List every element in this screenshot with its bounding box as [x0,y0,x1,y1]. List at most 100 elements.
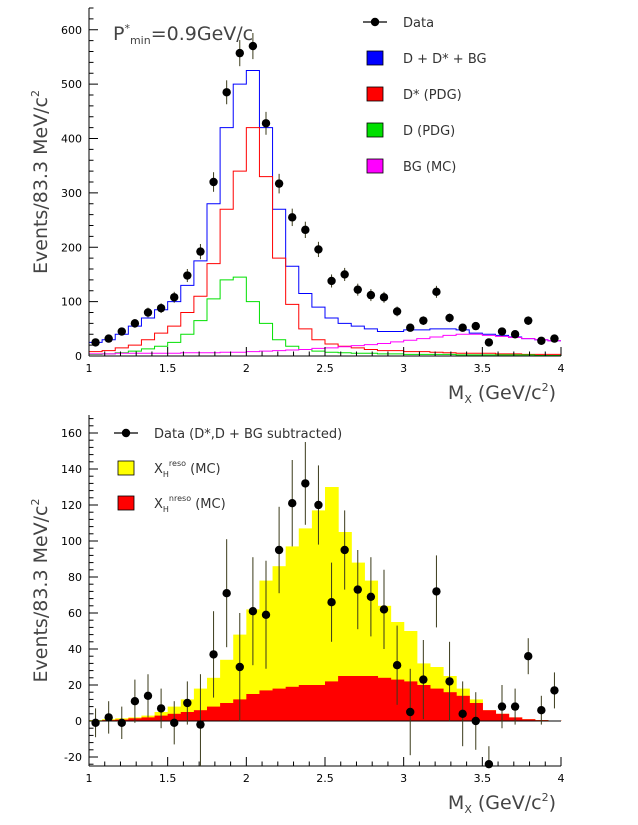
histogram-bin [285,686,300,721]
data-point [288,213,297,222]
data-point [497,327,507,336]
legend-label-main: BG (MC) [403,160,456,175]
data-point [301,479,310,488]
x-axis-label-rest: (GeV/c [472,382,542,404]
data-point [235,48,244,58]
legend-label: D + D* + BG [403,52,487,67]
data-point [196,247,205,256]
y-tick-label: 300 [61,187,82,200]
legend-label-main: Data (D*,D + BG subtracted) [154,427,342,442]
x-tick-label: 1.5 [159,772,177,785]
histogram-line-total [89,70,561,343]
y-axis-label-sup: 2 [29,498,42,505]
panel-top: 1 1.5 2 2.5 3 3.5 4 0 100 200 300 400 500 600 MX (GeV/… [29,7,565,406]
legend-label-sup: reso [169,459,186,468]
legend-marker [121,428,131,438]
legend-label-sub: H [163,470,169,479]
histogram-bin [482,710,497,721]
y-axis-label: Events/83.3 MeV/c2 [29,498,52,682]
legend-label-main: D* (PDG) [403,88,462,103]
data-point [314,245,323,254]
data-point [524,652,533,661]
legend-label: BG (MC) [403,160,456,175]
legend-swatch [117,460,135,476]
x-axis-label-close: ) [549,382,556,404]
x-tick-label: 1 [86,362,93,375]
annotation-sup: * [124,22,130,35]
y-tick-label: 200 [61,241,82,254]
data-point [261,119,271,128]
x-axis-label-sup: 2 [542,381,549,394]
y-tick-label: 500 [61,78,82,91]
data-point [130,697,140,706]
data-point [458,323,467,332]
data-point [471,716,480,726]
x-tick-label: 2 [243,772,250,785]
x-axis-label-sup: 2 [542,791,549,804]
data-point [432,587,441,596]
data-point [91,718,100,727]
data-point [432,287,441,297]
y-tick-label: 0 [75,350,82,363]
y-tick-label: -20 [64,751,82,764]
data-point [419,316,428,325]
histogram-bin [259,690,274,721]
y-axis-label-main: Events/83.3 MeV/c [30,505,52,682]
data-point [248,607,258,616]
x-axis-label-main: M [448,382,464,404]
histogram-line-d [89,276,561,356]
data-point [445,313,454,323]
data-point [484,338,494,347]
panel-bottom: 1 1.5 2 2.5 3 3.5 4 -20 0 20 40 60 80 100 120 140 160 MX … [29,415,565,816]
histogram-bin [285,546,300,721]
data-point [510,702,520,711]
x-axis-label: MX (GeV/c2) [448,381,556,406]
x-axis-label-close: ) [549,792,556,814]
data-point [209,650,218,659]
histogram-bin [351,676,365,721]
data-point [143,691,153,700]
legend-swatch [366,158,384,174]
histogram-bin [364,676,379,721]
data-point [537,336,546,345]
data-point [222,589,231,598]
x-tick-label: 2 [243,362,250,375]
histogram-line-bg [89,333,561,355]
histogram-bin [298,528,313,721]
legend-label-main: X [154,497,163,512]
legend-label: XHnreso (MC) [154,494,226,514]
legend-swatch [366,50,384,66]
data-point [353,285,362,294]
histogram-bin [141,717,156,721]
legend: Data (D*,D + BG subtracted)XHreso (MC)XH… [114,427,342,514]
data-point [340,545,349,555]
data-point [156,303,166,313]
legend-label-after: (MC) [186,462,221,477]
data-point [550,334,559,343]
y-tick-label: 20 [68,679,82,692]
y-tick-label: 60 [68,607,82,620]
histogram-bin [325,681,339,721]
data-point [471,321,480,331]
histogram-bin [311,685,326,721]
histogram-bin [220,703,234,721]
data-point [550,686,559,695]
histogram-bin [272,566,287,721]
x-tick-label: 3 [400,772,407,785]
data-point [104,713,113,722]
data-point [104,334,113,343]
data-point [392,307,402,316]
data-point [537,706,546,715]
legend-label-sub: H [163,505,169,514]
x-tick-label: 3.5 [474,362,492,375]
histogram-bin [521,719,536,721]
data-point [222,88,231,97]
annotation-sub: min [130,34,151,47]
data-point [143,308,153,317]
legend-label-main: X [154,462,163,477]
y-tick-label: 400 [61,133,82,146]
data-point [366,290,376,300]
legend: Data D + D* + BG D* (PDG) D (PDG) BG (MC) [363,16,487,175]
data-point [379,605,389,614]
